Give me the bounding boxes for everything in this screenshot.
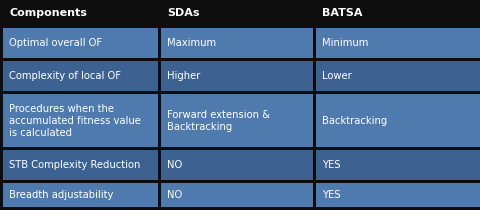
Text: Breadth adjustability: Breadth adjustability xyxy=(9,190,113,200)
Bar xyxy=(3,0,158,25)
Bar xyxy=(316,94,480,147)
Bar xyxy=(316,183,480,207)
Bar xyxy=(161,94,313,147)
Text: Maximum: Maximum xyxy=(167,38,216,48)
Text: Higher: Higher xyxy=(167,71,200,81)
Text: Backtracking: Backtracking xyxy=(322,116,387,126)
Bar xyxy=(3,94,158,147)
Text: Forward extension &
Backtracking: Forward extension & Backtracking xyxy=(167,109,270,131)
Text: YES: YES xyxy=(322,190,340,200)
Bar xyxy=(3,183,158,207)
Text: Optimal overall OF: Optimal overall OF xyxy=(9,38,102,48)
Text: NO: NO xyxy=(167,190,182,200)
Text: STB Complexity Reduction: STB Complexity Reduction xyxy=(9,160,140,170)
Bar xyxy=(161,150,313,180)
Text: Procedures when the
accumulated fitness value
is calculated: Procedures when the accumulated fitness … xyxy=(9,104,141,138)
Text: Minimum: Minimum xyxy=(322,38,368,48)
Bar xyxy=(161,183,313,207)
Text: YES: YES xyxy=(322,160,340,170)
Text: Complexity of local OF: Complexity of local OF xyxy=(9,71,121,81)
Text: BATSA: BATSA xyxy=(322,8,362,17)
Bar xyxy=(161,28,313,58)
Bar xyxy=(161,0,313,25)
Bar xyxy=(316,28,480,58)
Bar xyxy=(316,0,480,25)
Bar xyxy=(3,61,158,91)
Bar xyxy=(316,61,480,91)
Bar xyxy=(161,61,313,91)
Text: NO: NO xyxy=(167,160,182,170)
Bar xyxy=(3,28,158,58)
Text: Components: Components xyxy=(9,8,87,17)
Text: Lower: Lower xyxy=(322,71,352,81)
Bar xyxy=(316,150,480,180)
Text: SDAs: SDAs xyxy=(167,8,200,17)
Bar xyxy=(3,150,158,180)
